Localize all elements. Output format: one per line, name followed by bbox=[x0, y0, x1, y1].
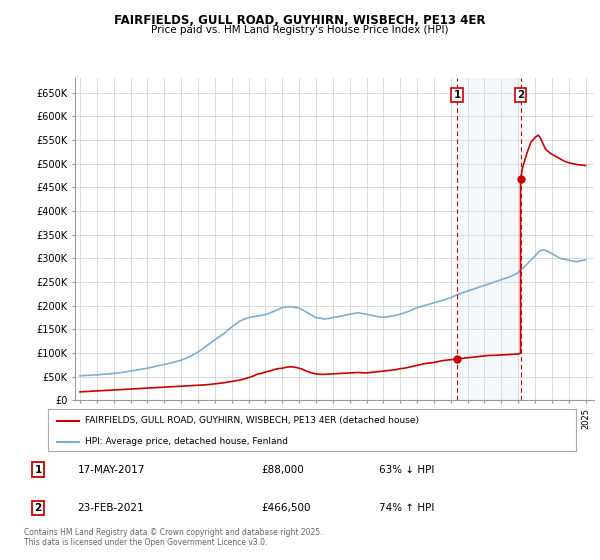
Text: 1: 1 bbox=[34, 465, 42, 475]
Text: 1: 1 bbox=[454, 90, 461, 100]
Text: HPI: Average price, detached house, Fenland: HPI: Average price, detached house, Fenl… bbox=[85, 437, 288, 446]
Text: 23-FEB-2021: 23-FEB-2021 bbox=[77, 503, 144, 513]
Text: 2: 2 bbox=[517, 90, 524, 100]
Text: FAIRFIELDS, GULL ROAD, GUYHIRN, WISBECH, PE13 4ER: FAIRFIELDS, GULL ROAD, GUYHIRN, WISBECH,… bbox=[114, 14, 486, 27]
Text: Contains HM Land Registry data © Crown copyright and database right 2025.
This d: Contains HM Land Registry data © Crown c… bbox=[24, 528, 323, 547]
Text: 2: 2 bbox=[34, 503, 42, 513]
Text: 17-MAY-2017: 17-MAY-2017 bbox=[77, 465, 145, 475]
Bar bbox=[457, 78, 521, 400]
Text: £88,000: £88,000 bbox=[261, 465, 304, 475]
Text: FAIRFIELDS, GULL ROAD, GUYHIRN, WISBECH, PE13 4ER (detached house): FAIRFIELDS, GULL ROAD, GUYHIRN, WISBECH,… bbox=[85, 416, 419, 425]
Text: 74% ↑ HPI: 74% ↑ HPI bbox=[379, 503, 434, 513]
Text: £466,500: £466,500 bbox=[261, 503, 310, 513]
Text: 63% ↓ HPI: 63% ↓ HPI bbox=[379, 465, 434, 475]
Text: Price paid vs. HM Land Registry's House Price Index (HPI): Price paid vs. HM Land Registry's House … bbox=[151, 25, 449, 35]
